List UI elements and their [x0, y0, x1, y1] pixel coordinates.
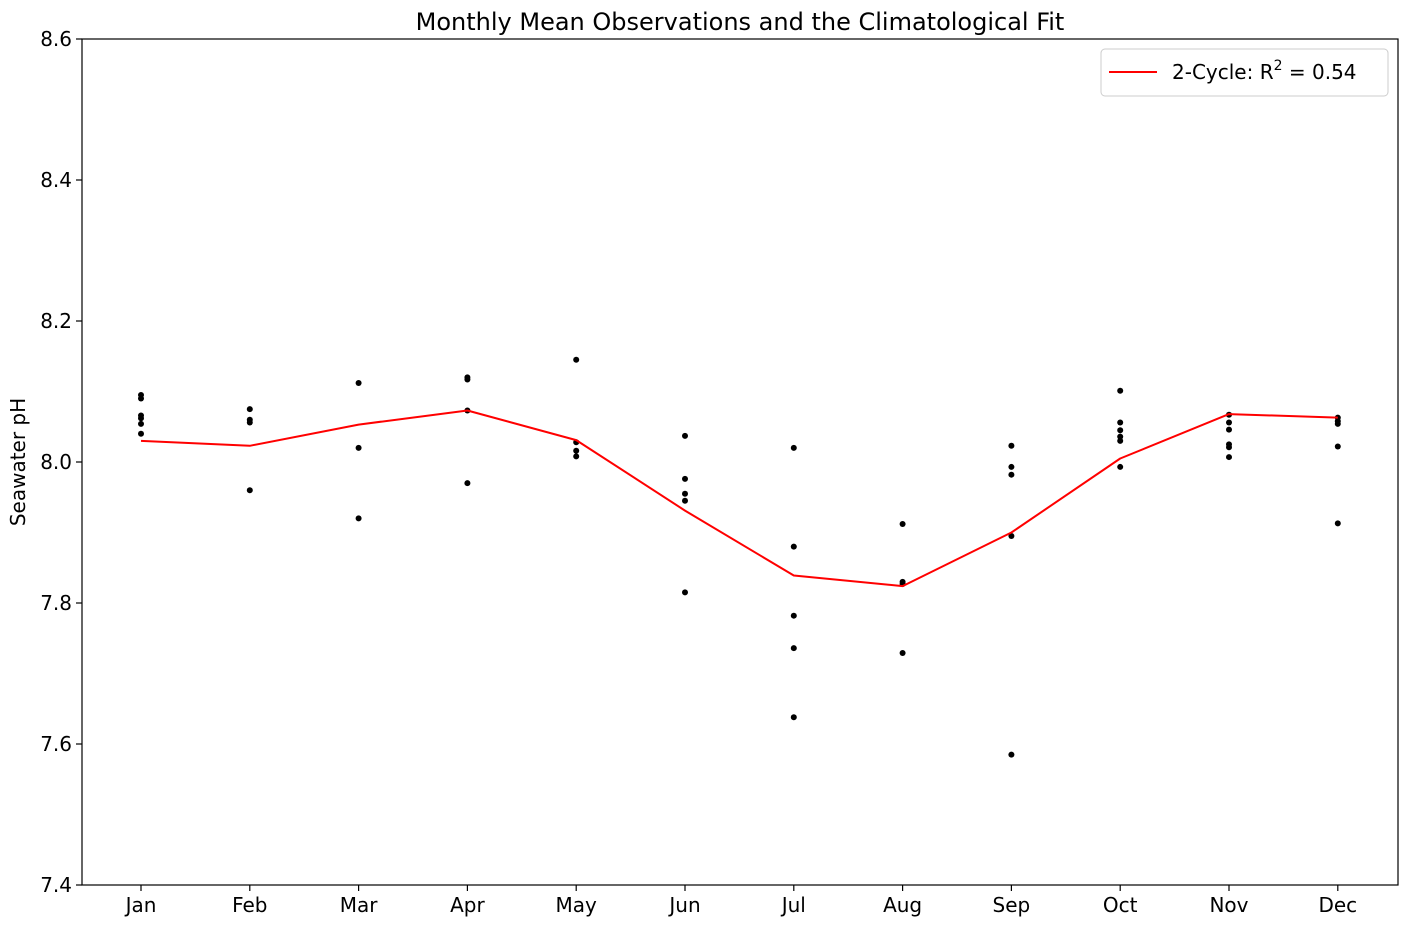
observation-point [1008, 463, 1015, 470]
legend-label: 2-Cycle: R2 = 0.54 [1172, 58, 1357, 84]
observation-point [682, 432, 688, 439]
observation-point [1008, 533, 1015, 540]
observation-point [1226, 454, 1232, 461]
observation-points [138, 356, 1341, 758]
observation-point [682, 490, 688, 497]
fit-series [140, 409, 1338, 588]
observation-point [138, 415, 144, 422]
x-tick-label: May [556, 893, 598, 917]
x-tick-label: Nov [1209, 893, 1248, 917]
y-tick-label: 7.6 [40, 732, 72, 756]
y-tick-label: 8.4 [40, 168, 72, 192]
observation-point [573, 356, 580, 363]
observation-point [573, 447, 580, 454]
observation-point [790, 714, 797, 721]
x-tick-label: Jan [124, 893, 157, 917]
observation-point [790, 444, 797, 451]
observation-point [1117, 427, 1124, 434]
observation-point [899, 521, 906, 528]
y-axis: 7.4 7.6 7.8 8.0 8.2 8.4 8.6 [40, 27, 82, 897]
observation-point [1008, 471, 1015, 478]
observation-point [790, 543, 797, 550]
legend: 2-Cycle: R2 = 0.54 [1100, 48, 1389, 97]
observation-point [464, 376, 471, 383]
observation-point [682, 475, 688, 482]
x-tick-label: Aug [883, 893, 922, 917]
y-tick-label: 8.0 [40, 450, 72, 474]
x-tick-label: Dec [1318, 893, 1357, 917]
y-tick-label: 8.2 [40, 309, 72, 333]
y-axis-label: Seawater pH [6, 398, 30, 526]
observation-point [138, 430, 144, 437]
observation-point [138, 395, 144, 402]
observation-point [138, 420, 144, 427]
x-tick-label: Mar [340, 893, 379, 917]
observation-point [1008, 751, 1015, 758]
observation-point [1226, 419, 1232, 426]
x-axis: Jan Feb Mar Apr May Jun Jul Aug Sep Oct Nov Dec [124, 885, 1357, 917]
observation-point [355, 380, 362, 387]
x-tick-label: Feb [232, 893, 267, 917]
observation-point [682, 589, 688, 596]
observation-point [1334, 420, 1341, 427]
observation-point [899, 650, 906, 657]
plot-area [81, 38, 1399, 886]
observation-point [1334, 520, 1341, 527]
legend-label-name: 2-Cycle: R [1172, 60, 1274, 84]
observation-point [355, 444, 362, 451]
fit-line [140, 409, 1338, 588]
observation-point [246, 419, 253, 426]
x-tick-label: Sep [993, 893, 1031, 917]
x-tick-label: Jun [667, 893, 700, 917]
observation-point [464, 480, 471, 487]
observation-point [790, 645, 797, 652]
observation-point [1117, 433, 1124, 440]
legend-box [1100, 48, 1389, 97]
observation-point [573, 453, 580, 460]
observation-point [1008, 442, 1015, 449]
y-tick-label: 7.8 [40, 591, 72, 615]
legend-label-suffix: = 0.54 [1283, 60, 1357, 84]
observation-point [1334, 443, 1341, 450]
y-tick-label: 8.6 [40, 27, 72, 51]
x-tick-label: Apr [450, 893, 485, 917]
observation-point [1226, 444, 1232, 451]
observation-point [246, 406, 253, 413]
observation-point [682, 497, 688, 504]
observation-point [790, 612, 797, 619]
chart-title: Monthly Mean Observations and the Climat… [416, 8, 1065, 36]
observation-point [1117, 437, 1124, 444]
observation-point [1226, 426, 1232, 433]
x-tick-label: Oct [1103, 893, 1138, 917]
y-tick-label: 7.4 [40, 873, 72, 897]
observation-point [246, 487, 253, 494]
observation-point [1117, 387, 1124, 394]
x-tick-label: Jul [780, 893, 806, 917]
observation-point [1117, 463, 1124, 470]
legend-label-superscript: 2 [1274, 58, 1283, 74]
observation-point [1117, 419, 1124, 426]
observation-point [355, 515, 362, 522]
